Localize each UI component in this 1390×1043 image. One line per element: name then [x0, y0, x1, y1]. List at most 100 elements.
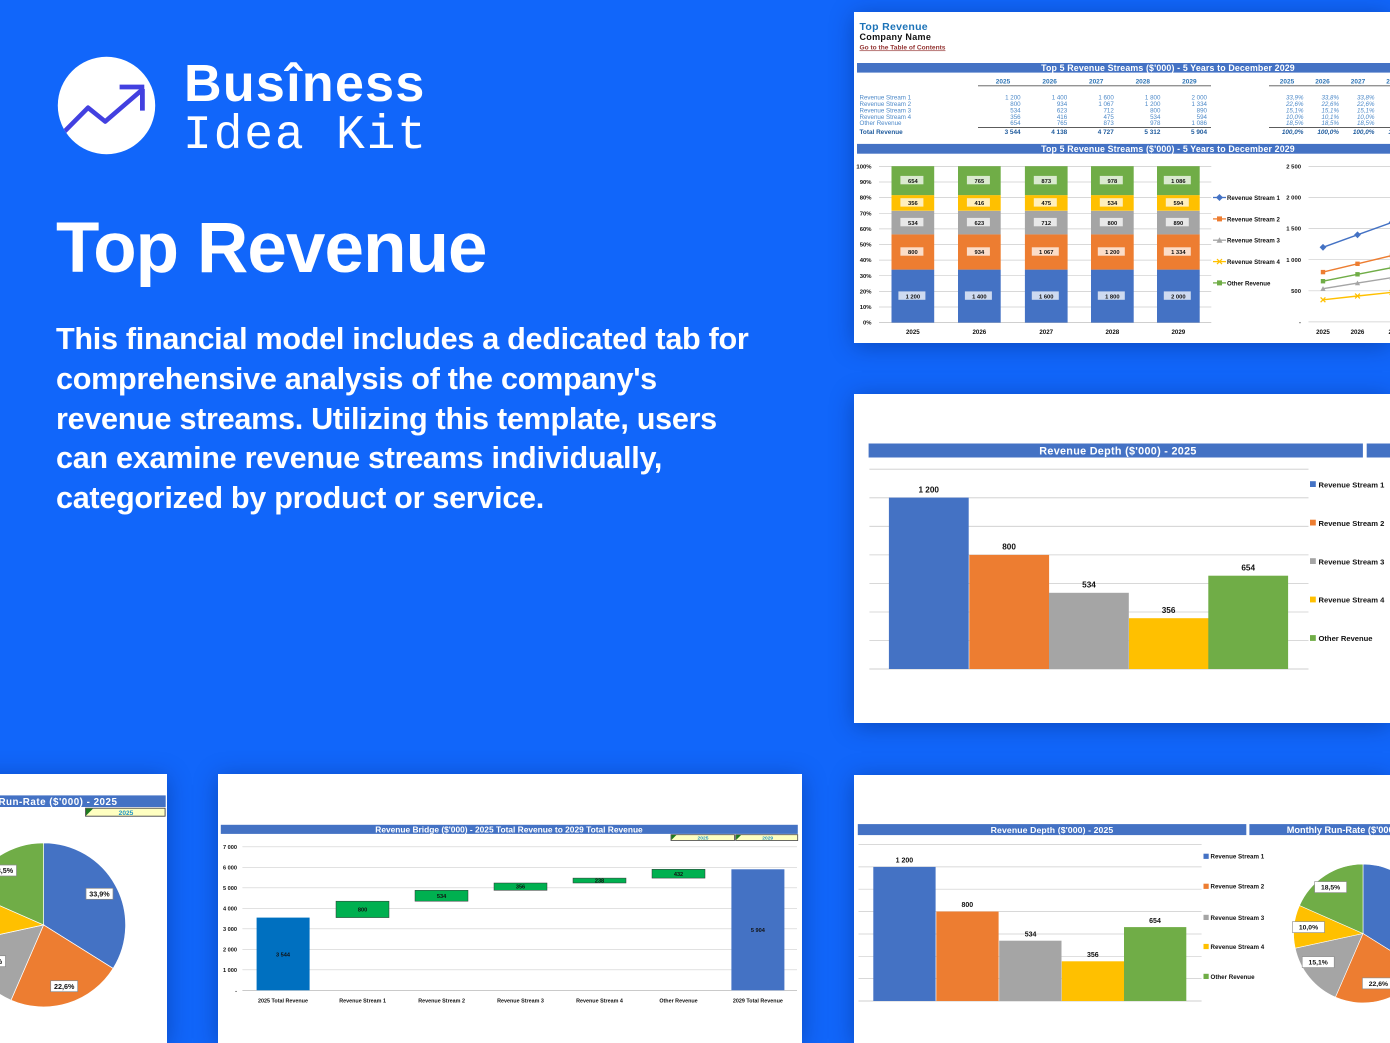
svg-text:2026: 2026 — [1315, 79, 1330, 86]
svg-text:1 200: 1 200 — [896, 858, 914, 865]
svg-text:Revenue Bridge ($'000) - 2025: Revenue Bridge ($'000) - 2025 Total Reve… — [375, 824, 643, 834]
svg-text:Revenue Depth ($'000) - 2025: Revenue Depth ($'000) - 2025 — [991, 825, 1114, 835]
svg-text:90%: 90% — [860, 180, 873, 186]
svg-text:-: - — [1299, 320, 1301, 326]
svg-text:33,8%: 33,8% — [1321, 95, 1339, 102]
svg-text:Revenue Stream 4: Revenue Stream 4 — [576, 999, 623, 1005]
svg-text:2029 Total Revenue: 2029 Total Revenue — [733, 999, 783, 1005]
svg-text:2029: 2029 — [762, 836, 773, 842]
svg-text:873: 873 — [1041, 179, 1051, 185]
svg-text:890: 890 — [1174, 221, 1184, 227]
svg-text:934: 934 — [975, 250, 985, 256]
svg-text:6 000: 6 000 — [223, 865, 237, 871]
svg-text:Revenue Stream 2: Revenue Stream 2 — [1227, 216, 1280, 223]
svg-text:1 200: 1 200 — [918, 485, 939, 494]
svg-text:534: 534 — [1010, 107, 1021, 114]
svg-text:873: 873 — [1103, 120, 1114, 127]
svg-text:15,1%: 15,1% — [1321, 107, 1339, 114]
svg-text:22,6%: 22,6% — [1356, 101, 1375, 108]
svg-text:800: 800 — [1010, 101, 1021, 108]
svg-text:Revenue Stream 3: Revenue Stream 3 — [1227, 238, 1280, 245]
svg-text:Revenue Stream 3: Revenue Stream 3 — [1211, 915, 1265, 922]
svg-text:Revenue Stream 2: Revenue Stream 2 — [1319, 519, 1385, 528]
svg-text:2029: 2029 — [1171, 329, 1185, 336]
svg-text:10,0%: 10,0% — [1357, 114, 1375, 121]
svg-text:800: 800 — [961, 902, 973, 909]
svg-text:475: 475 — [1041, 201, 1051, 207]
svg-text:40%: 40% — [860, 258, 873, 264]
svg-text:100,0%: 100,0% — [1353, 129, 1375, 136]
svg-text:15,1%: 15,1% — [0, 957, 3, 966]
svg-text:2025: 2025 — [698, 836, 709, 842]
svg-text:978: 978 — [1108, 179, 1118, 185]
svg-text:Other Revenue: Other Revenue — [1211, 974, 1256, 981]
svg-text:20: 20 — [1389, 329, 1390, 336]
svg-text:534: 534 — [437, 894, 447, 900]
svg-text:654: 654 — [1010, 120, 1021, 127]
svg-text:534: 534 — [1025, 931, 1037, 938]
svg-text:50%: 50% — [860, 243, 873, 249]
svg-text:4 727: 4 727 — [1098, 129, 1114, 136]
svg-text:1 800: 1 800 — [1105, 294, 1120, 300]
svg-text:18,5%: 18,5% — [1321, 120, 1339, 127]
svg-text:432: 432 — [674, 872, 683, 878]
svg-text:238: 238 — [595, 879, 604, 885]
svg-text:Revenue Stream 4: Revenue Stream 4 — [1227, 259, 1280, 266]
svg-text:60%: 60% — [860, 227, 873, 233]
svg-text:1 800: 1 800 — [1145, 95, 1161, 102]
svg-text:2 000: 2 000 — [1192, 95, 1208, 102]
svg-text:2 500: 2 500 — [1286, 165, 1301, 171]
svg-text:22,6%: 22,6% — [54, 982, 75, 991]
svg-text:Revenue Stream 4: Revenue Stream 4 — [1319, 596, 1386, 605]
svg-text:Total Revenue: Total Revenue — [860, 129, 904, 136]
svg-text:4 138: 4 138 — [1051, 129, 1067, 136]
svg-text:1 334: 1 334 — [1192, 101, 1208, 108]
svg-text:1 086: 1 086 — [1192, 120, 1208, 127]
svg-text:15,1%: 15,1% — [1357, 107, 1375, 114]
svg-text:4 000: 4 000 — [223, 906, 237, 912]
svg-text:33,8%: 33,8% — [1357, 95, 1375, 102]
svg-text:1 334: 1 334 — [1171, 250, 1186, 256]
svg-text:2029: 2029 — [1182, 79, 1197, 86]
svg-text:Top 5 Revenue Streams ($'000): Top 5 Revenue Streams ($'000) - 5 Years … — [1041, 63, 1295, 73]
svg-text:1 086: 1 086 — [1171, 179, 1186, 185]
svg-text:2025: 2025 — [906, 329, 920, 336]
svg-text:654: 654 — [1149, 918, 1161, 925]
svg-text:22,6%: 22,6% — [1285, 101, 1304, 108]
svg-text:500: 500 — [1291, 289, 1302, 295]
svg-text:0%: 0% — [863, 321, 872, 327]
svg-text:18,5%: 18,5% — [1357, 120, 1375, 127]
svg-text:1 600: 1 600 — [1039, 294, 1054, 300]
svg-text:Top Revenue: Top Revenue — [860, 21, 928, 33]
svg-text:800: 800 — [358, 908, 367, 914]
svg-text:416: 416 — [975, 201, 985, 207]
svg-text:594: 594 — [1197, 114, 1208, 121]
svg-text:534: 534 — [1150, 114, 1161, 121]
svg-text:Go to the Table of Contents: Go to the Table of Contents — [860, 44, 946, 51]
svg-text:5 312: 5 312 — [1144, 129, 1160, 136]
svg-text:Revenue Stream 1: Revenue Stream 1 — [1211, 854, 1265, 861]
svg-text:100,0%: 100,0% — [1388, 129, 1390, 136]
svg-text:5 904: 5 904 — [751, 928, 766, 934]
svg-text:712: 712 — [1041, 221, 1051, 227]
svg-text:5 904: 5 904 — [1191, 129, 1207, 136]
svg-text:Top 5 Revenue Streams ($'000): Top 5 Revenue Streams ($'000) - 5 Years … — [1041, 144, 1295, 154]
svg-text:Revenue Stream 3: Revenue Stream 3 — [1319, 557, 1385, 566]
svg-text:2028: 2028 — [1136, 79, 1151, 86]
svg-text:1 000: 1 000 — [223, 968, 237, 974]
svg-text:80%: 80% — [860, 196, 873, 202]
svg-text:20%: 20% — [860, 289, 873, 295]
svg-text:978: 978 — [1150, 120, 1161, 127]
svg-text:10,1%: 10,1% — [1321, 114, 1339, 121]
svg-text:1 067: 1 067 — [1098, 101, 1114, 108]
svg-text:10%: 10% — [860, 305, 873, 311]
svg-text:1 067: 1 067 — [1039, 250, 1054, 256]
svg-text:22,6%: 22,6% — [1320, 101, 1339, 108]
svg-text:5 000: 5 000 — [223, 886, 237, 892]
svg-text:Revenue Stream 2: Revenue Stream 2 — [860, 101, 912, 108]
svg-text:100,0%: 100,0% — [1282, 129, 1304, 136]
svg-text:356: 356 — [516, 885, 525, 891]
svg-text:Other Revenue: Other Revenue — [860, 120, 903, 127]
svg-text:2025 Total Revenue: 2025 Total Revenue — [258, 999, 308, 1005]
svg-text:623: 623 — [1057, 107, 1068, 114]
